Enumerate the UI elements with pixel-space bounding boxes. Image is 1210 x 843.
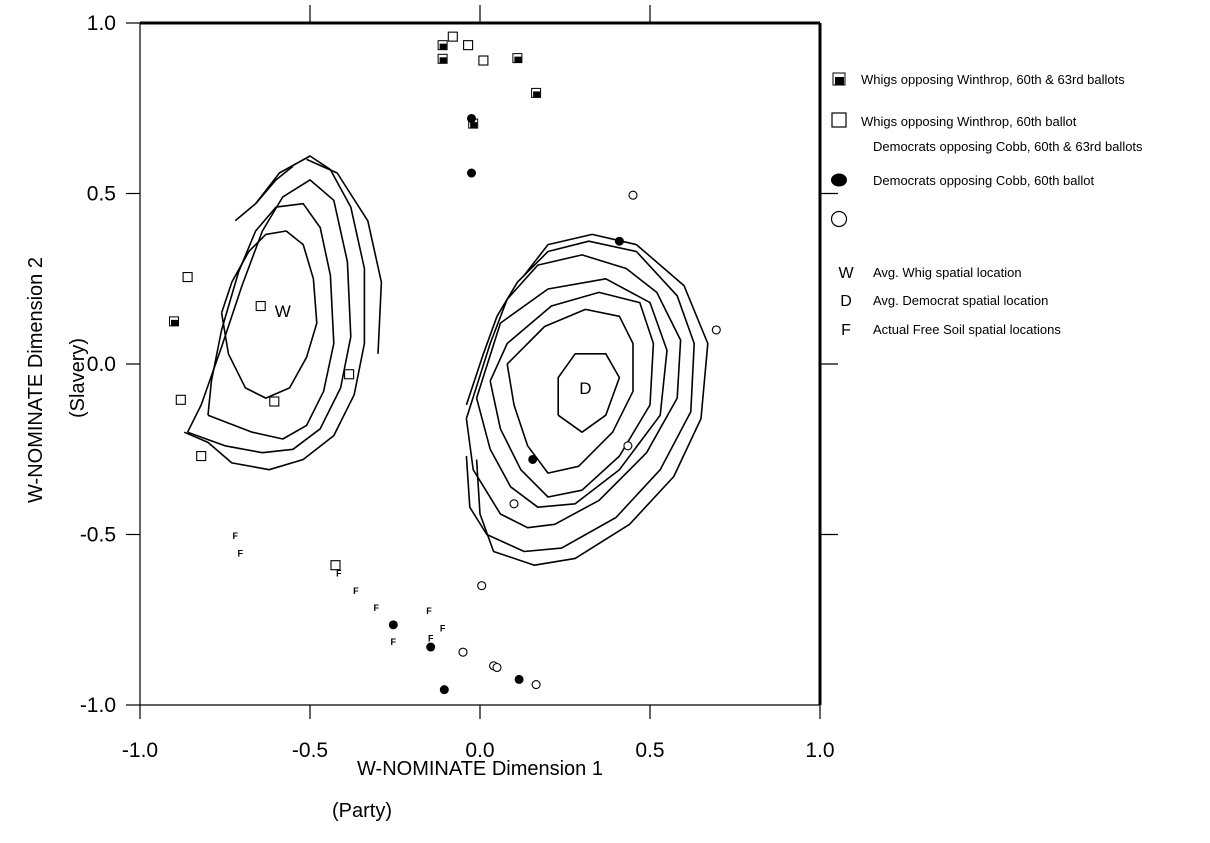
y-tick-label: -1.0 <box>80 694 116 717</box>
democrat-60th-point <box>477 581 487 591</box>
center-labels: WD <box>275 302 592 398</box>
legend-label: Whigs opposing Winthrop, 60th ballot <box>861 114 1077 129</box>
democrat-60th-point <box>711 325 721 335</box>
y-tick-label: -0.5 <box>80 524 116 547</box>
democrat-60th-63rd-point <box>528 454 538 464</box>
axis-titles: W-NOMINATE Dimension 1 (Party) W-NOMINAT… <box>25 257 603 822</box>
whig-60th-point <box>330 560 341 571</box>
y-axis-title: W-NOMINATE Dimension 2 <box>25 257 47 503</box>
whig-60th-point <box>344 369 355 380</box>
free-soil-point: F <box>428 634 434 644</box>
whig-contour-line <box>254 165 294 205</box>
democrat-contour-line <box>557 352 621 434</box>
legend-label: Actual Free Soil spatial locations <box>873 322 1061 337</box>
democrat-contour-line <box>506 308 634 474</box>
whig-60th-point <box>175 394 186 405</box>
y-axis-subtitle: (Slavery) <box>67 338 89 418</box>
y-tick-label: 0.5 <box>87 183 116 206</box>
whig-contour-line <box>220 230 318 399</box>
legend-item: Democrats opposing Cobb, 60th ballot <box>831 173 1095 188</box>
democrat-contour-line <box>475 277 668 509</box>
legend-item <box>830 210 848 228</box>
whig-60th-point <box>182 271 193 283</box>
whig-60th-point <box>463 40 474 51</box>
legend-label: Democrats opposing Cobb, 60th & 63rd bal… <box>873 139 1143 154</box>
democrat-60th-63rd-point <box>388 620 398 630</box>
legend-filled-circle-icon <box>831 173 847 187</box>
democrat-60th-63rd-point <box>467 113 476 123</box>
whig-60th-point <box>269 396 280 407</box>
whig-contour-line <box>306 158 383 354</box>
x-axis-title: W-NOMINATE Dimension 1 <box>357 758 603 780</box>
whig-60th-63rd-point <box>437 53 448 64</box>
free-soil-point: F <box>238 548 244 558</box>
democrat-60th-point <box>628 190 638 200</box>
free-soil-point: F <box>232 531 238 541</box>
whig-60th-point <box>447 31 458 42</box>
whig-60th-point <box>196 451 207 462</box>
whig-60th-63rd-point <box>437 40 448 51</box>
whig-60th-63rd-point <box>512 53 523 64</box>
legend: Whigs opposing Winthrop, 60th & 63rd bal… <box>830 72 1143 339</box>
whig-60th-63rd-point <box>531 87 542 98</box>
x-tick-label: 1.0 <box>805 739 834 762</box>
x-tick-label: 0.0 <box>465 739 494 762</box>
legend-item: Whigs opposing Winthrop, 60th & 63rd bal… <box>832 72 1125 87</box>
y-tick-label: 1.0 <box>87 12 116 35</box>
democrat-contour-line <box>475 233 709 567</box>
x-axis-subtitle: (Party) <box>332 800 392 822</box>
democrat-60th-point <box>623 441 633 451</box>
democrat-60th-63rd-point <box>467 168 476 178</box>
avg-whig-center-label: W <box>275 302 291 321</box>
whig-contour-line <box>183 155 366 471</box>
legend-label: Avg. Whig spatial location <box>873 265 1022 280</box>
democrat-60th-63rd-point <box>614 236 624 246</box>
legend-item: Whigs opposing Winthrop, 60th ballot <box>831 112 1077 129</box>
democrat-60th-point <box>492 662 502 673</box>
legend-label: Democrats opposing Cobb, 60th ballot <box>873 173 1095 188</box>
democrat-60th-63rd-point <box>426 642 436 652</box>
x-tick-label: 0.5 <box>635 739 664 762</box>
free-soil-point: F <box>391 637 397 647</box>
whig-60th-63rd-point <box>169 316 179 327</box>
legend-label: Whigs opposing Winthrop, 60th & 63rd bal… <box>861 72 1125 87</box>
legend-item: W Avg. Whig spatial location <box>838 265 1021 282</box>
legend-open-circle-icon <box>830 210 848 228</box>
democrat-60th-63rd-point <box>514 674 524 684</box>
democrat-contour-line <box>465 240 696 553</box>
legend-item: Democrats opposing Cobb, 60th & 63rd bal… <box>873 139 1143 154</box>
x-tick-label: -1.0 <box>122 739 158 762</box>
legend-label: Avg. Democrat spatial location <box>873 293 1048 308</box>
democrat-60th-63rd-point <box>439 685 449 695</box>
legend-open-square-icon <box>831 112 847 128</box>
whig-contour-line <box>207 202 335 440</box>
whig-60th-point <box>255 300 266 312</box>
free-soil-point: F <box>440 623 446 633</box>
democrat-60th-point <box>509 499 519 509</box>
free-soil-point: F <box>353 586 359 596</box>
legend-letter-icon: F <box>841 322 851 339</box>
free-soil-point: F <box>426 606 432 616</box>
legend-item: D Avg. Democrat spatial location <box>840 293 1048 310</box>
plot-axes: -1.0 -0.5 0.0 0.5 1.0 1.0 0.5 0.0 -0.5 -1.0 <box>80 5 838 762</box>
free-soil-point: F <box>374 603 380 613</box>
y-tick-label: 0.0 <box>87 353 116 376</box>
whig-contour-line <box>186 179 352 454</box>
avg-democrat-center-label: D <box>579 379 591 398</box>
whig-60th-point <box>478 55 489 66</box>
x-tick-label: -0.5 <box>292 739 328 762</box>
legend-letter-icon: D <box>840 293 852 310</box>
free-soil-point: F <box>336 569 342 579</box>
democrat-contour-line <box>465 254 682 529</box>
legend-item: F Actual Free Soil spatial locations <box>841 322 1061 339</box>
democrat-60th-point <box>531 679 541 690</box>
legend-letter-icon: W <box>838 265 854 282</box>
democrat-60th-point <box>458 647 468 657</box>
density-contours <box>183 155 709 567</box>
democrat-contour-line <box>489 291 655 498</box>
